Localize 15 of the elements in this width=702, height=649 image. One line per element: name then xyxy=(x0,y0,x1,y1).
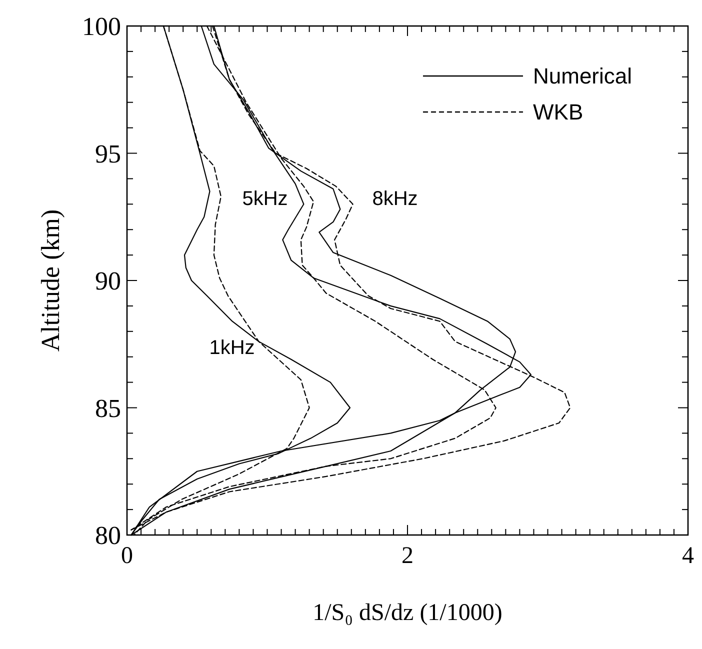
x-tick-label: 0 xyxy=(121,543,133,569)
legend-label: Numerical xyxy=(533,64,632,89)
y-tick-label: 85 xyxy=(95,394,121,423)
y-axis-title: Altitude (km) xyxy=(36,209,65,352)
legend-label: WKB xyxy=(533,100,584,125)
y-tick-label: 90 xyxy=(95,266,121,296)
x-tick-label: 2 xyxy=(402,543,414,569)
y-tick-label: 100 xyxy=(82,12,121,42)
x-tick-label: 4 xyxy=(682,543,694,569)
y-tick-label: 95 xyxy=(95,139,121,168)
x-axis-title: 1/S₀ dS/dz (1/1000) xyxy=(312,600,502,626)
y-tick-label: 80 xyxy=(95,521,121,550)
annotation: 8kHz xyxy=(372,188,418,210)
annotation: 1kHz xyxy=(209,337,255,359)
annotation: 5kHz xyxy=(242,188,288,210)
